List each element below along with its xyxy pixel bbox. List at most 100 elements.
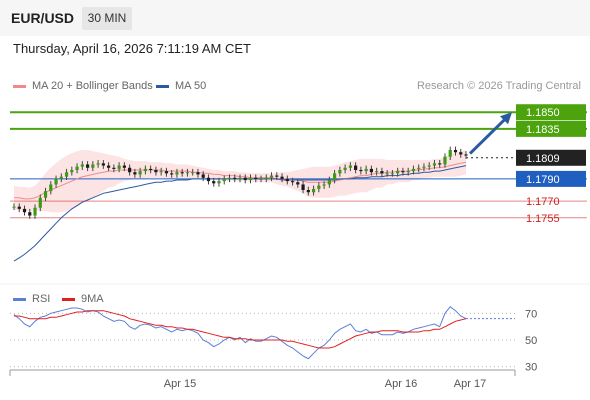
- candle-down: [164, 171, 169, 174]
- candle-up: [248, 177, 253, 180]
- level-label-1-1835: 1.1835: [526, 124, 560, 136]
- candle-down: [296, 182, 300, 185]
- legend-ma20-label: MA 20 + Bollinger Bands: [32, 80, 153, 92]
- symbol-label: EUR/USD: [11, 10, 75, 26]
- level-label-1-1790: 1.1790: [526, 174, 560, 186]
- candle-up: [75, 166, 79, 170]
- level-box-1-1790: [516, 170, 586, 187]
- candle-down: [201, 174, 205, 178]
- candle-up: [49, 184, 53, 192]
- candle-up: [54, 178, 58, 185]
- candle-up: [269, 175, 274, 178]
- candle-down: [401, 171, 405, 173]
- ma9-swatch: [62, 297, 75, 301]
- chart-header: EUR/USD 30 MIN: [0, 0, 590, 36]
- candle-down: [254, 177, 258, 179]
- candle-up: [348, 165, 352, 168]
- candle-down: [359, 170, 363, 172]
- candle-up: [396, 171, 400, 174]
- candle-down: [280, 176, 284, 179]
- candle-up: [375, 171, 379, 173]
- level-box-1-1850: [516, 104, 586, 121]
- candle-down: [233, 177, 237, 179]
- x-tick-label: Apr 17: [454, 378, 486, 390]
- x-tick-label: Apr 16: [385, 378, 417, 390]
- legend-ma50-label: MA 50: [175, 80, 207, 92]
- candle-down: [28, 212, 32, 216]
- candle-down: [170, 173, 174, 175]
- candle-up: [427, 165, 431, 167]
- candle-up: [143, 168, 147, 172]
- candle-up: [327, 180, 331, 185]
- candle-down: [180, 172, 184, 174]
- candle-down: [101, 163, 105, 166]
- candle-up: [91, 164, 95, 168]
- rsi-tick-50: 50: [525, 335, 537, 347]
- rsi-swatch: [13, 297, 26, 301]
- candle-up: [364, 168, 368, 172]
- candle-down: [380, 171, 384, 174]
- candle-up: [227, 177, 232, 179]
- candle-up: [217, 181, 221, 184]
- candles-group: [12, 146, 468, 219]
- candle-down: [290, 181, 295, 183]
- level-label-1-1770: 1.1770: [526, 196, 560, 208]
- candle-up: [43, 191, 48, 198]
- level-box-1-1835: [516, 120, 586, 137]
- candle-up: [411, 168, 416, 172]
- candle-up: [238, 177, 242, 179]
- candle-up: [417, 167, 421, 169]
- candle-down: [122, 165, 126, 168]
- candle-up: [259, 178, 263, 180]
- candle-down: [22, 208, 27, 213]
- source-credit: Research © 2026 Trading Central: [416, 80, 581, 92]
- legend-9ma: 9MA: [62, 293, 104, 305]
- legend-ma50: MA 50: [156, 80, 206, 92]
- candle-up: [175, 172, 179, 175]
- level-label-1-1755: 1.1755: [526, 213, 560, 225]
- candle-down: [206, 177, 211, 182]
- candle-up: [422, 166, 426, 168]
- candle-up: [38, 197, 42, 208]
- candle-up: [185, 172, 190, 174]
- projection-arrow-line: [468, 117, 508, 155]
- candle-up: [138, 171, 142, 175]
- projection-arrow-head: [500, 112, 512, 125]
- candle-up: [333, 173, 337, 180]
- legend-9ma-label: 9MA: [81, 293, 104, 305]
- candle-up: [317, 185, 321, 189]
- candle-up: [12, 206, 16, 208]
- timeframe-button[interactable]: 30 MIN: [82, 7, 132, 30]
- x-tick-label: Apr 15: [164, 378, 196, 390]
- candle-up: [59, 176, 63, 179]
- level-label-1-1809: 1.1809: [526, 153, 560, 165]
- candle-down: [112, 167, 116, 169]
- candle-up: [159, 171, 163, 173]
- candle-down: [459, 152, 463, 155]
- rsi-tick-70: 70: [525, 308, 537, 320]
- candle-down: [285, 178, 289, 182]
- ma20-swatch: [13, 84, 26, 88]
- candle-down: [196, 172, 200, 175]
- candle-down: [306, 190, 310, 193]
- candle-down: [369, 168, 373, 173]
- candle-down: [301, 184, 305, 190]
- candle-up: [448, 150, 452, 157]
- legend-rsi: RSI: [13, 293, 50, 305]
- level-label-1-1850: 1.1850: [526, 107, 560, 119]
- candle-down: [17, 206, 21, 209]
- candle-up: [80, 164, 84, 167]
- candle-up: [432, 163, 437, 166]
- candle-down: [464, 154, 468, 156]
- candle-up: [70, 170, 74, 173]
- candle-up: [96, 163, 100, 165]
- candle-down: [149, 168, 153, 170]
- candle-up: [343, 167, 347, 170]
- ma50-swatch: [156, 84, 169, 88]
- candle-down: [275, 175, 279, 177]
- legend-ma20: MA 20 + Bollinger Bands: [13, 80, 153, 92]
- candle-up: [322, 184, 326, 186]
- candle-down: [85, 164, 90, 168]
- candle-up: [311, 188, 316, 193]
